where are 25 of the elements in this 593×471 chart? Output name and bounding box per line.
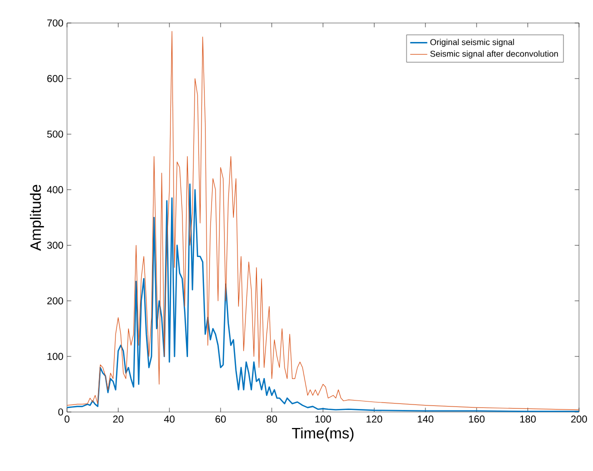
- y-tick-label: 600: [47, 75, 64, 82]
- x-tick-label: 60: [216, 416, 226, 423]
- y-tick-label: 100: [48, 352, 64, 360]
- line-series: [67, 184, 580, 412]
- x-tick-label: 140: [418, 416, 434, 423]
- y-tick-label: 0: [58, 408, 64, 416]
- legend-label: Original seismic signal: [430, 38, 514, 47]
- x-tick-label: 40: [164, 416, 175, 423]
- legend-label: Seismic signal after deconvolution: [430, 50, 558, 58]
- x-axis-title: Time(ms): [292, 427, 354, 442]
- y-tick-label: 500: [47, 130, 64, 138]
- y-tick-label: 200: [47, 297, 64, 304]
- x-tick-label: 100: [315, 416, 331, 423]
- x-tick-label: 0: [64, 416, 70, 423]
- y-tick-label: 400: [47, 186, 64, 194]
- line-series: [67, 31, 580, 410]
- x-tick-label: 120: [366, 416, 382, 423]
- x-tick-label: 20: [113, 416, 124, 423]
- y-tick-label: 300: [47, 242, 64, 249]
- y-axis-title: Amplitude: [30, 184, 44, 251]
- x-tick-label: 80: [266, 416, 277, 423]
- x-tick-label: 200: [571, 416, 587, 423]
- x-tick-label: 180: [520, 416, 536, 423]
- x-tick-label: 160: [469, 416, 485, 423]
- y-tick-label: 700: [47, 19, 64, 27]
